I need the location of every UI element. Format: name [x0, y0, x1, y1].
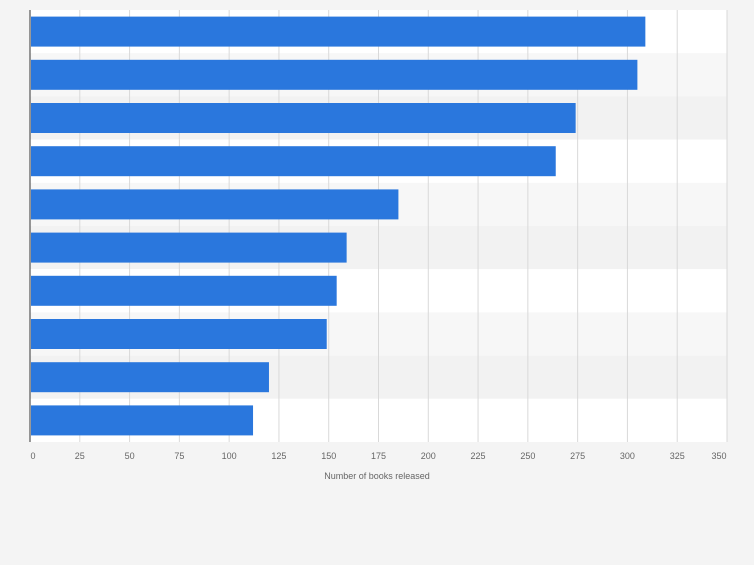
x-tick-label: 200 — [421, 451, 436, 461]
x-axis-tick-labels: 0 25 50 75 100 125 150 175 200 225 250 275 300 325 350 — [30, 451, 726, 461]
bar[interactable] — [31, 16, 646, 47]
bar[interactable] — [31, 189, 399, 220]
bar[interactable] — [31, 59, 638, 90]
x-axis-title: Number of books released — [324, 471, 430, 481]
bar[interactable] — [31, 362, 269, 393]
x-tick-label: 225 — [471, 451, 486, 461]
bar[interactable] — [31, 103, 576, 133]
bar[interactable] — [31, 319, 327, 349]
x-tick-label: 50 — [125, 451, 135, 461]
x-tick-label: 275 — [570, 451, 585, 461]
x-tick-label: 0 — [30, 451, 35, 461]
x-tick-label: 150 — [321, 451, 336, 461]
x-tick-label: 75 — [174, 451, 184, 461]
x-tick-label: 350 — [711, 451, 726, 461]
x-tick-label: 250 — [520, 451, 535, 461]
x-tick-label: 325 — [670, 451, 685, 461]
x-tick-label: 175 — [371, 451, 386, 461]
x-tick-label: 300 — [620, 451, 635, 461]
bars — [31, 16, 646, 436]
x-tick-label: 100 — [222, 451, 237, 461]
bar[interactable] — [31, 146, 556, 177]
x-tick-label: 25 — [75, 451, 85, 461]
bar[interactable] — [31, 405, 254, 436]
bar[interactable] — [31, 275, 337, 306]
bar[interactable] — [31, 232, 347, 263]
x-tick-label: 125 — [271, 451, 286, 461]
